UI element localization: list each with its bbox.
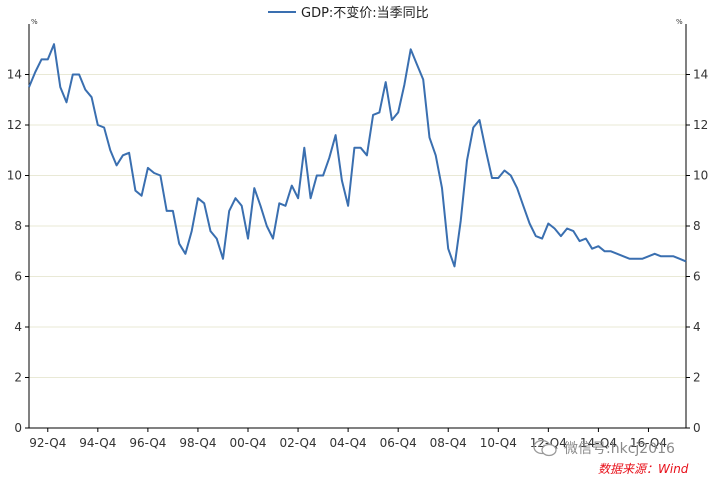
y-tick-label: 0 xyxy=(693,421,701,435)
x-tick-label: 10-Q4 xyxy=(480,436,517,450)
y-tick-label: 10 xyxy=(693,169,708,183)
x-tick-label: 94-Q4 xyxy=(79,436,116,450)
y-tick-label: 4 xyxy=(693,320,701,334)
x-tick-label: 02-Q4 xyxy=(279,436,316,450)
y-tick-label: 4 xyxy=(14,320,22,334)
series-line-gdp xyxy=(28,43,687,268)
y-tick-label: 2 xyxy=(693,371,701,385)
left-y-tick-labels: 0 2 4 6 8 10 12 14 xyxy=(7,68,29,435)
x-tick-label: 08-Q4 xyxy=(430,436,467,450)
x-tick-labels: 92-Q4 94-Q4 96-Q4 98-Q4 00-Q4 02-Q4 04-Q4 06-Q4… xyxy=(29,428,667,450)
grid-lines xyxy=(29,74,686,378)
y-tick-label: 10 xyxy=(7,169,22,183)
y-tick-label: 14 xyxy=(7,68,22,82)
right-y-tick-labels: 0 2 4 6 8 10 12 14 xyxy=(686,68,708,435)
wechat-icon xyxy=(533,439,557,457)
y-tick-label: 6 xyxy=(14,270,22,284)
legend: GDP:不变价:当季同比 xyxy=(268,5,429,21)
wechat-watermark: 微信号:hkcj2016 xyxy=(532,438,714,458)
x-tick-label: 00-Q4 xyxy=(229,436,266,450)
watermark-text: 微信号:hkcj2016 xyxy=(564,441,675,457)
y-tick-label: 12 xyxy=(7,118,22,132)
y-tick-label: 0 xyxy=(14,421,22,435)
y-tick-label: 2 xyxy=(14,371,22,385)
legend-label: GDP:不变价:当季同比 xyxy=(301,5,429,21)
x-tick-label: 92-Q4 xyxy=(29,436,66,450)
x-tick-label: 96-Q4 xyxy=(129,436,166,450)
y-tick-label: 14 xyxy=(693,68,708,82)
y-tick-label: 8 xyxy=(693,219,701,233)
x-tick-label: 16-Q4 xyxy=(630,436,667,450)
x-tick-label: 14-Q4 xyxy=(580,436,617,450)
data-source: 数据来源：Wind xyxy=(598,462,689,476)
series-layer xyxy=(28,43,687,268)
y-tick-label: 12 xyxy=(693,118,708,132)
y-tick-label: 8 xyxy=(14,219,22,233)
x-tick-label: 98-Q4 xyxy=(179,436,216,450)
left-unit-label: % xyxy=(31,18,38,26)
x-tick-label: 04-Q4 xyxy=(330,436,367,450)
x-tick-label: 06-Q4 xyxy=(380,436,417,450)
right-unit-label: % xyxy=(676,18,683,26)
y-tick-label: 6 xyxy=(693,270,701,284)
